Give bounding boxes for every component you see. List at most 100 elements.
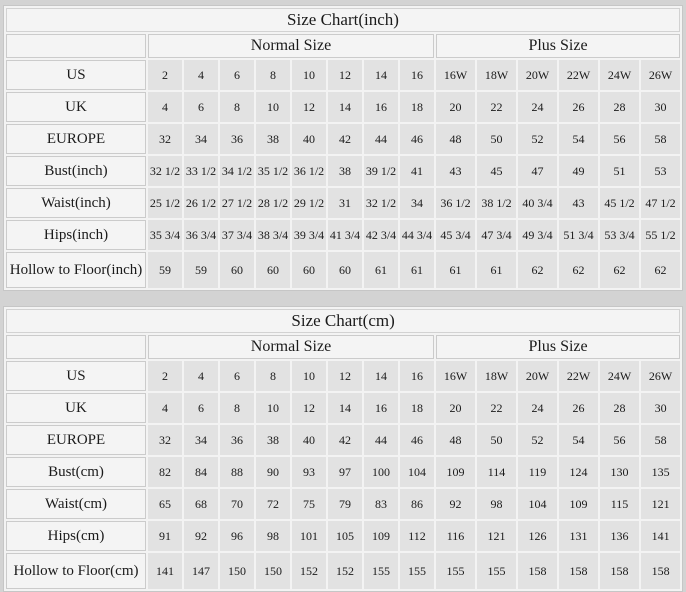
- size-value-cell: 46: [400, 124, 434, 154]
- size-value-cell: 8: [256, 60, 290, 90]
- size-value-cell: 8: [220, 92, 254, 122]
- size-value-cell: 46: [400, 425, 434, 455]
- size-value-cell: 84: [184, 457, 218, 487]
- size-value-cell: 12: [328, 361, 362, 391]
- size-value-cell: 42 3/4: [364, 220, 398, 250]
- size-value-cell: 51: [600, 156, 639, 186]
- size-value-cell: 131: [559, 521, 598, 551]
- size-value-cell: 61: [477, 252, 516, 288]
- size-value-cell: 60: [220, 252, 254, 288]
- row-label: US: [6, 60, 146, 90]
- size-value-cell: 32 1/2: [148, 156, 182, 186]
- size-value-cell: 22: [477, 92, 516, 122]
- size-value-cell: 88: [220, 457, 254, 487]
- size-value-cell: 38: [256, 124, 290, 154]
- size-value-cell: 124: [559, 457, 598, 487]
- row-label: UK: [6, 92, 146, 122]
- size-value-cell: 16: [364, 393, 398, 423]
- size-value-cell: 48: [436, 425, 475, 455]
- size-value-cell: 150: [256, 553, 290, 589]
- table-row: Bust(cm) 82 84 88 90 93 97 100 104 109 114 119 124 13…: [6, 457, 681, 487]
- size-value-cell: 126: [518, 521, 557, 551]
- size-value-cell: 68: [184, 489, 218, 519]
- size-value-cell: 38: [328, 156, 362, 186]
- size-value-cell: 39 1/2: [364, 156, 398, 186]
- size-group-header: Normal Size: [148, 34, 434, 58]
- size-value-cell: 42: [328, 124, 362, 154]
- row-label: Hollow to Floor(cm): [6, 553, 146, 589]
- size-value-cell: 79: [328, 489, 362, 519]
- size-value-cell: 25 1/2: [148, 188, 182, 218]
- size-value-cell: 10: [256, 92, 290, 122]
- size-value-cell: 35 1/2: [256, 156, 290, 186]
- size-value-cell: 6: [184, 393, 218, 423]
- size-value-cell: 96: [220, 521, 254, 551]
- size-value-cell: 136: [600, 521, 639, 551]
- row-label: Waist(cm): [6, 489, 146, 519]
- size-value-cell: 101: [292, 521, 326, 551]
- size-value-cell: 6: [220, 60, 254, 90]
- size-value-cell: 59: [184, 252, 218, 288]
- size-value-cell: 54: [559, 124, 598, 154]
- size-value-cell: 61: [364, 252, 398, 288]
- size-value-cell: 121: [477, 521, 516, 551]
- size-group-header: Plus Size: [436, 335, 681, 359]
- size-value-cell: 26 1/2: [184, 188, 218, 218]
- size-value-cell: 27 1/2: [220, 188, 254, 218]
- size-value-cell: 155: [400, 553, 434, 589]
- size-value-cell: 97: [328, 457, 362, 487]
- table-title: Size Chart(cm): [6, 309, 681, 333]
- size-value-cell: 121: [641, 489, 681, 519]
- size-value-cell: 109: [559, 489, 598, 519]
- size-value-cell: 51 3/4: [559, 220, 598, 250]
- corner-cell: [6, 34, 146, 58]
- size-value-cell: 35 3/4: [148, 220, 182, 250]
- row-label: US: [6, 361, 146, 391]
- size-value-cell: 24: [518, 393, 557, 423]
- size-value-cell: 83: [364, 489, 398, 519]
- table-row: US 2 4 6 8 10 12 14 16 16W 18W 20W 22W 24W 26W: [6, 60, 680, 90]
- size-value-cell: 47 1/2: [641, 188, 680, 218]
- size-value-cell: 22: [477, 393, 516, 423]
- size-value-cell: 14: [364, 60, 398, 90]
- size-value-cell: 16: [400, 361, 434, 391]
- size-value-cell: 36 1/2: [436, 188, 475, 218]
- size-value-cell: 26: [559, 92, 598, 122]
- size-value-cell: 119: [518, 457, 557, 487]
- size-value-cell: 91: [148, 521, 182, 551]
- size-value-cell: 155: [364, 553, 398, 589]
- size-value-cell: 20W: [518, 60, 557, 90]
- size-value-cell: 45 1/2: [600, 188, 639, 218]
- size-value-cell: 29 1/2: [292, 188, 326, 218]
- size-value-cell: 72: [256, 489, 290, 519]
- size-value-cell: 30: [641, 92, 680, 122]
- size-value-cell: 26: [559, 393, 598, 423]
- size-value-cell: 14: [364, 361, 398, 391]
- size-group-header: Normal Size: [148, 335, 434, 359]
- size-value-cell: 49: [559, 156, 598, 186]
- size-value-cell: 24W: [600, 361, 639, 391]
- size-value-cell: 31: [328, 188, 362, 218]
- row-label: Waist(inch): [6, 188, 146, 218]
- size-value-cell: 86: [400, 489, 434, 519]
- size-value-cell: 26W: [641, 60, 680, 90]
- size-value-cell: 2: [148, 60, 182, 90]
- table-row: EUROPE 32 34 36 38 40 42 44 46 48 50 52 54 56 58: [6, 124, 680, 154]
- size-value-cell: 55 1/2: [641, 220, 680, 250]
- size-value-cell: 10: [292, 361, 326, 391]
- size-value-cell: 32 1/2: [364, 188, 398, 218]
- size-value-cell: 50: [477, 124, 516, 154]
- size-value-cell: 116: [436, 521, 475, 551]
- table-row: EUROPE 32 34 36 38 40 42 44 46 48 50 52 54 56 58: [6, 425, 681, 455]
- size-value-cell: 112: [400, 521, 434, 551]
- size-value-cell: 65: [148, 489, 182, 519]
- size-value-cell: 105: [328, 521, 362, 551]
- size-value-cell: 152: [328, 553, 362, 589]
- size-value-cell: 36 3/4: [184, 220, 218, 250]
- size-value-cell: 4: [184, 60, 218, 90]
- size-value-cell: 150: [220, 553, 254, 589]
- size-value-cell: 10: [292, 60, 326, 90]
- size-value-cell: 12: [328, 60, 362, 90]
- size-value-cell: 130: [600, 457, 639, 487]
